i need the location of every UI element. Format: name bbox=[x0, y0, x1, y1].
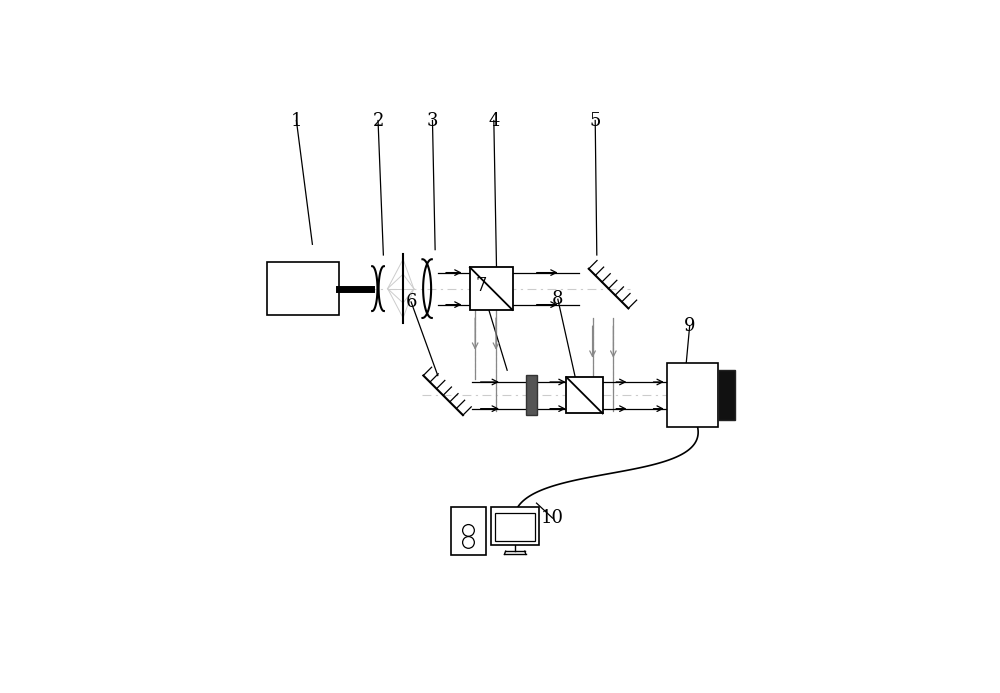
Circle shape bbox=[463, 536, 474, 548]
Text: 1: 1 bbox=[291, 112, 302, 130]
Bar bbox=[667, 363, 718, 428]
Bar bbox=[718, 370, 735, 421]
Bar bbox=[495, 513, 535, 541]
Text: 5: 5 bbox=[590, 112, 601, 130]
Bar bbox=[470, 267, 513, 310]
Text: 6: 6 bbox=[405, 293, 417, 311]
Text: 2: 2 bbox=[372, 112, 384, 130]
Bar bbox=[451, 507, 486, 555]
Text: 10: 10 bbox=[541, 509, 564, 527]
Text: 7: 7 bbox=[476, 277, 487, 295]
Text: 4: 4 bbox=[488, 112, 500, 130]
Text: 3: 3 bbox=[427, 112, 438, 130]
Bar bbox=[566, 377, 603, 414]
Bar bbox=[491, 507, 539, 545]
Text: 9: 9 bbox=[684, 317, 695, 335]
Bar bbox=[526, 376, 537, 415]
Circle shape bbox=[463, 525, 474, 536]
Bar bbox=[267, 262, 339, 315]
Text: 8: 8 bbox=[552, 290, 564, 308]
